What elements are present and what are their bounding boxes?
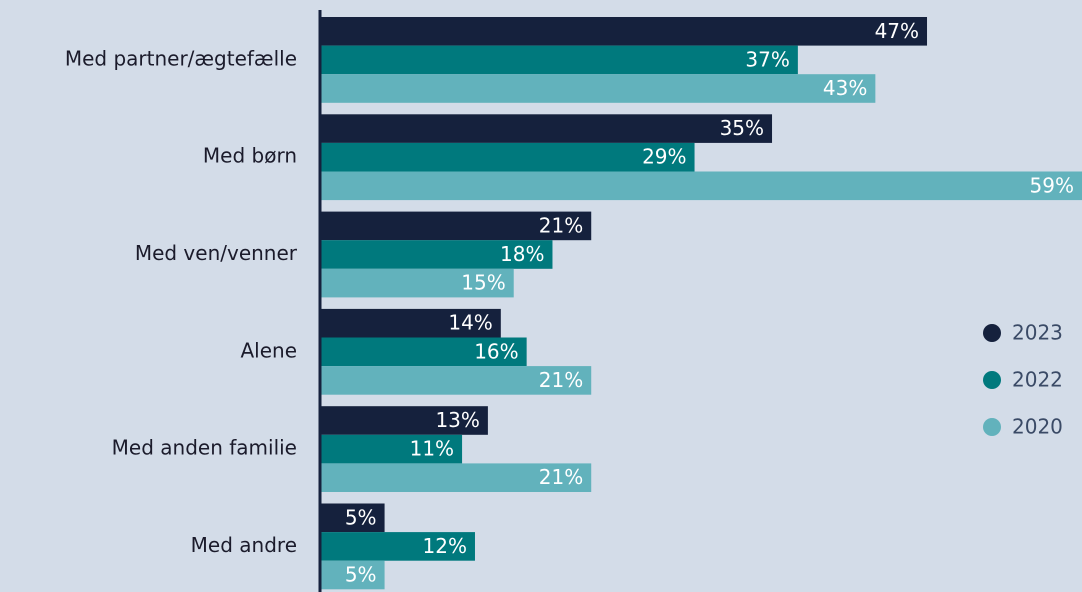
category-label: Med ven/venner — [135, 241, 298, 265]
value-label: 16% — [474, 339, 518, 363]
category-label: Alene — [240, 338, 297, 362]
value-label: 18% — [500, 242, 544, 266]
value-label: 35% — [720, 116, 764, 140]
bar — [320, 114, 772, 143]
legend-marker — [983, 371, 1001, 389]
chart: Med partner/ægtefælle 47% 37% 43% Med børn 35… — [0, 0, 1082, 592]
value-label: 15% — [461, 271, 505, 295]
category-label: Med børn — [203, 144, 297, 168]
bar — [320, 17, 927, 46]
value-label: 47% — [875, 19, 919, 43]
legend-marker — [983, 324, 1001, 342]
value-label: 21% — [539, 213, 583, 237]
bar — [320, 143, 695, 172]
legend-label: 2023 — [1012, 321, 1063, 345]
value-label: 14% — [448, 311, 492, 335]
bar — [320, 46, 798, 75]
value-label: 29% — [642, 145, 686, 169]
category-label: Med anden familie — [112, 436, 297, 460]
value-label: 5% — [345, 563, 377, 587]
bar — [320, 74, 875, 103]
legend-marker — [983, 418, 1001, 436]
value-label: 21% — [539, 465, 583, 489]
category-label: Med partner/ægtefælle — [65, 46, 297, 70]
value-label: 59% — [1030, 173, 1074, 197]
legend-label: 2020 — [1012, 415, 1063, 439]
bar — [320, 172, 1082, 201]
value-label: 11% — [410, 437, 454, 461]
category-label: Med andre — [191, 533, 297, 557]
value-label: 21% — [539, 368, 583, 392]
value-label: 43% — [823, 76, 867, 100]
legend-label: 2022 — [1012, 368, 1063, 392]
value-label: 12% — [423, 534, 467, 558]
value-label: 13% — [435, 408, 479, 432]
value-label: 37% — [745, 47, 789, 71]
value-label: 5% — [345, 505, 377, 529]
